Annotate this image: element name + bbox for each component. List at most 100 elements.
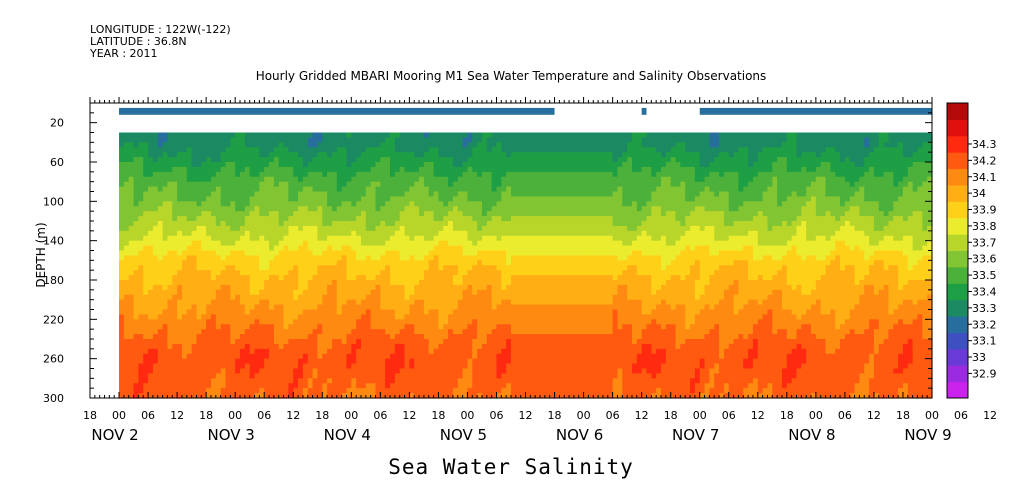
salinity-cell xyxy=(530,383,536,389)
salinity-cell xyxy=(283,314,289,320)
salinity-cell xyxy=(293,137,299,143)
salinity-cell xyxy=(201,343,207,350)
salinity-cell xyxy=(346,216,352,222)
salinity-cell xyxy=(472,314,478,320)
salinity-cell xyxy=(225,280,231,286)
salinity-cell xyxy=(452,383,459,389)
salinity-cell xyxy=(312,275,319,281)
salinity-cell xyxy=(351,137,357,143)
salinity-cell xyxy=(433,137,440,143)
salinity-cell xyxy=(423,142,430,148)
salinity-cell xyxy=(544,142,551,148)
salinity-cell xyxy=(177,255,183,261)
salinity-cell xyxy=(423,162,430,168)
salinity-cell xyxy=(327,304,333,311)
salinity-cell xyxy=(419,334,425,340)
salinity-cell xyxy=(181,383,188,389)
salinity-cell xyxy=(419,235,425,242)
salinity-cell xyxy=(331,245,338,252)
salinity-cell xyxy=(404,388,410,394)
salinity-cell xyxy=(162,294,169,301)
salinity-cell xyxy=(278,260,285,266)
salinity-cell xyxy=(452,235,459,242)
salinity-cell xyxy=(549,299,556,306)
salinity-cell xyxy=(385,363,391,370)
salinity-cell xyxy=(264,265,270,271)
salinity-cell xyxy=(423,358,430,365)
salinity-cell xyxy=(520,132,527,139)
salinity-cell xyxy=(448,230,454,237)
salinity-cell xyxy=(172,245,178,252)
salinity-cell xyxy=(288,206,294,212)
salinity-cell xyxy=(438,334,444,340)
salinity-cell xyxy=(143,191,149,198)
salinity-cell xyxy=(486,191,493,198)
salinity-cell xyxy=(544,137,551,143)
salinity-cell xyxy=(225,294,231,301)
salinity-cell xyxy=(259,137,265,143)
salinity-cell xyxy=(230,211,236,217)
salinity-cell xyxy=(244,171,251,178)
salinity-cell xyxy=(535,363,541,370)
salinity-cell xyxy=(210,157,217,163)
salinity-cell xyxy=(380,162,386,168)
salinity-cell xyxy=(409,235,415,242)
salinity-cell xyxy=(148,137,154,143)
salinity-cell xyxy=(409,289,415,296)
salinity-cell xyxy=(152,378,159,384)
salinity-cell xyxy=(467,393,473,399)
salinity-cell xyxy=(235,339,241,345)
salinity-cell xyxy=(467,289,473,296)
salinity-cell xyxy=(404,314,410,320)
salinity-cell xyxy=(230,260,236,266)
salinity-cell xyxy=(438,206,444,212)
salinity-cell xyxy=(273,334,280,340)
salinity-cell xyxy=(520,260,527,266)
salinity-cell xyxy=(341,176,348,183)
salinity-cell xyxy=(201,368,207,375)
salinity-cell xyxy=(259,171,265,178)
salinity-cell xyxy=(394,378,401,384)
salinity-cell xyxy=(177,142,183,148)
salinity-cell xyxy=(181,324,188,330)
salinity-cell xyxy=(148,201,154,207)
salinity-cell xyxy=(336,235,343,242)
salinity-cell xyxy=(370,373,377,379)
salinity-cell xyxy=(123,378,130,384)
salinity-cell xyxy=(177,309,183,316)
salinity-cell xyxy=(457,314,464,320)
salinity-cell xyxy=(496,314,502,320)
salinity-cell xyxy=(186,368,193,375)
salinity-cell xyxy=(123,166,130,173)
salinity-cell xyxy=(549,280,556,286)
salinity-cell xyxy=(481,216,488,222)
salinity-cell xyxy=(128,157,135,163)
salinity-cell xyxy=(409,181,415,188)
salinity-cell xyxy=(244,299,251,306)
salinity-cell xyxy=(399,162,406,168)
salinity-cell xyxy=(428,211,435,217)
salinity-cell xyxy=(511,196,517,202)
salinity-cell xyxy=(167,240,173,247)
salinity-cell xyxy=(496,319,502,325)
salinity-cell xyxy=(143,186,149,193)
salinity-cell xyxy=(152,186,159,193)
salinity-cell xyxy=(191,240,198,247)
salinity-cell xyxy=(559,339,565,345)
salinity-cell xyxy=(302,314,309,320)
salinity-cell xyxy=(554,211,560,217)
salinity-cell xyxy=(215,324,222,330)
salinity-cell xyxy=(143,171,149,178)
salinity-cell xyxy=(544,363,551,370)
salinity-cell xyxy=(414,334,420,340)
salinity-cell xyxy=(501,314,507,320)
salinity-cell xyxy=(327,265,333,271)
salinity-cell xyxy=(215,211,222,217)
salinity-cell xyxy=(230,255,236,261)
salinity-cell xyxy=(380,275,386,281)
salinity-cell xyxy=(273,235,280,242)
salinity-cell xyxy=(206,157,212,163)
salinity-cell xyxy=(341,191,348,198)
salinity-cell xyxy=(264,211,270,217)
salinity-cell xyxy=(302,275,309,281)
